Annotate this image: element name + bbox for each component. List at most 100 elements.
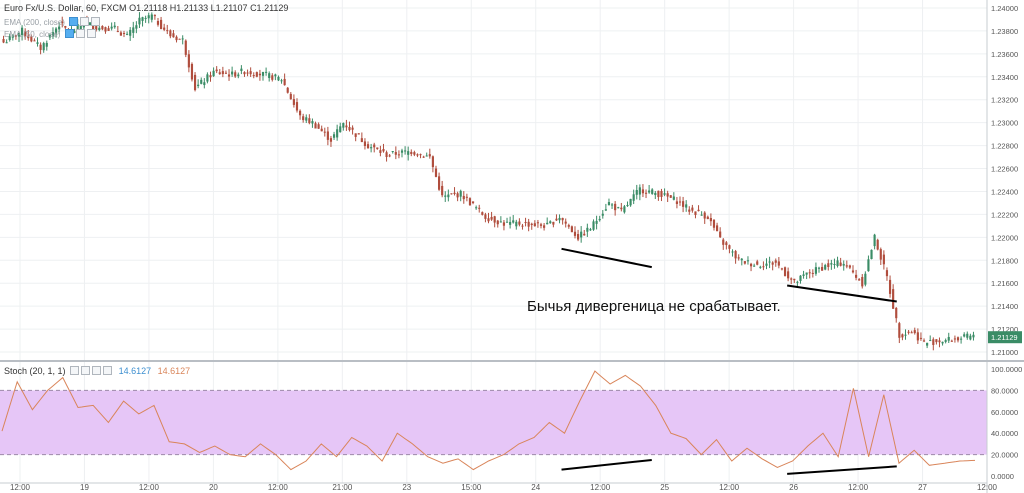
x-tick-label: 12:00 [848, 483, 869, 492]
candle-body [762, 266, 765, 268]
candle-body [447, 194, 450, 198]
x-tick-label: 20 [209, 483, 218, 492]
candle-body [811, 272, 814, 274]
candle-body [92, 24, 95, 30]
candle-body [110, 26, 113, 29]
visibility-toggle-icon[interactable] [69, 17, 79, 26]
price-divergence-line [561, 247, 652, 269]
candle-body [370, 147, 373, 149]
candle-body [129, 29, 132, 36]
candle-body [919, 337, 923, 339]
candle-body [268, 73, 271, 79]
candle-body [502, 222, 506, 226]
y-tick-label: 1.23400 [991, 73, 1018, 82]
candle-body [638, 187, 641, 195]
candle-body [610, 204, 614, 206]
candle-body [515, 221, 518, 227]
candle-body [916, 332, 919, 341]
candle-body [234, 72, 237, 77]
candle-body [147, 15, 150, 19]
candle-body [666, 193, 669, 197]
candle-body [543, 225, 546, 228]
stoch-d-value: 14.6127 [157, 366, 191, 376]
x-tick-label: 12:00 [719, 483, 740, 492]
candle-body [524, 222, 527, 224]
candle-body [373, 144, 376, 148]
candle-body [42, 43, 45, 51]
candle-body [854, 274, 858, 278]
candle-body [583, 233, 586, 236]
candle-body [431, 156, 434, 168]
candle-body [98, 27, 101, 30]
x-tick-label: 15:00 [461, 483, 482, 492]
candle-body [703, 212, 706, 219]
candle-body [95, 26, 98, 30]
stoch-divergence-line [787, 465, 897, 475]
candle-body [379, 150, 382, 153]
settings-icon[interactable] [75, 29, 85, 38]
candle-body [833, 263, 836, 265]
stoch-y-tick-label: 20.0000 [991, 451, 1018, 460]
candle-body [58, 26, 61, 30]
candle-body [397, 154, 401, 156]
candle-body [715, 225, 719, 232]
candle-body [261, 71, 265, 76]
candle-body [530, 223, 533, 225]
candle-body [607, 202, 611, 206]
candle-body [240, 68, 243, 71]
stoch-y-tick-label: 0.0000 [991, 472, 1014, 481]
stoch-y-tick-label: 60.0000 [991, 408, 1018, 417]
candle-body [119, 32, 123, 36]
candle-body [292, 99, 295, 105]
candle-body [8, 35, 11, 40]
visibility-toggle-icon[interactable] [70, 366, 80, 375]
close-icon[interactable] [92, 366, 102, 375]
candle-body [700, 214, 703, 216]
candle-body [669, 195, 672, 198]
candle-body [332, 134, 336, 138]
candle-body [227, 74, 231, 77]
ohlc-low: L1.21107 [210, 3, 248, 13]
candle-body [796, 281, 799, 283]
candle-series [2, 12, 975, 351]
candle-body [827, 263, 830, 268]
candle-body [190, 63, 194, 80]
candle-body [836, 260, 839, 267]
close-icon[interactable] [91, 17, 101, 26]
candle-body [391, 151, 394, 153]
settings-icon[interactable] [80, 17, 90, 26]
candle-body [879, 249, 882, 260]
candle-body [274, 74, 277, 77]
y-tick-label: 1.23200 [991, 96, 1018, 105]
close-icon[interactable] [86, 29, 96, 38]
candle-body [475, 207, 478, 209]
candle-body [505, 221, 509, 223]
candle-body [892, 289, 895, 309]
candle-body [555, 218, 558, 221]
candle-body [388, 155, 391, 157]
candle-body [243, 72, 246, 75]
visibility-toggle-icon[interactable] [64, 29, 74, 38]
candle-body [521, 225, 524, 227]
candle-body [271, 75, 274, 80]
candle-body [308, 118, 311, 124]
candle-body [539, 224, 543, 226]
candle-body [641, 189, 645, 194]
candle-body [839, 262, 842, 266]
ohlc-high: H1.21133 [169, 3, 209, 13]
candle-body [2, 39, 5, 43]
candle-body [851, 270, 855, 273]
stoch-band [0, 389, 987, 456]
settings-icon[interactable] [81, 366, 91, 375]
candle-body [320, 128, 323, 132]
more-icon[interactable] [103, 366, 113, 375]
ema-50-legend: EMA (50, close) [4, 29, 96, 39]
candle-body [326, 131, 329, 140]
candle-body [212, 70, 215, 77]
candle-body [450, 193, 453, 195]
candle-body [298, 110, 302, 116]
ema-200-legend: EMA (200, close) [4, 17, 101, 27]
candle-body [246, 72, 249, 74]
candle-body [944, 340, 947, 342]
